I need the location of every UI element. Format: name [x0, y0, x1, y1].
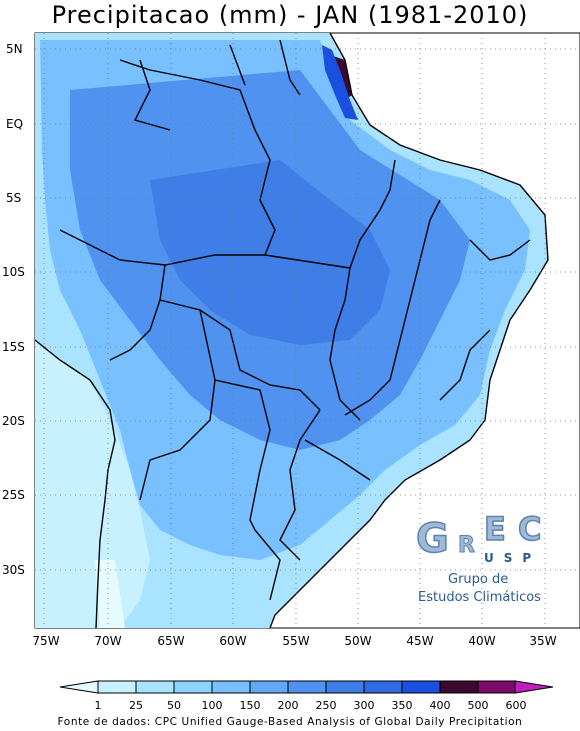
color-legend: [59, 680, 554, 694]
legend-label: 25: [129, 699, 143, 712]
legend-arrow-left: [59, 680, 99, 694]
legend-label: 100: [201, 699, 223, 712]
legend-cell: [211, 680, 251, 694]
legend-label: 500: [467, 699, 489, 712]
legend-arrow-right: [514, 680, 554, 694]
legend-cell: [135, 680, 175, 694]
legend-cell: [97, 680, 137, 694]
svg-text:R: R: [458, 533, 475, 558]
legend-cell: [439, 680, 479, 694]
lat-label: 25S: [2, 488, 25, 502]
lat-label: 5S: [6, 191, 22, 205]
legend-label: 200: [277, 699, 299, 712]
grec-logo-letters: G R E C USP: [415, 509, 542, 565]
grec-logo: G R E C USP Grupo de Estudos Climáticos: [414, 509, 564, 610]
legend-cell: [363, 680, 403, 694]
lon-label: 75W: [32, 634, 60, 648]
legend-cell: [173, 680, 213, 694]
lat-label: EQ: [6, 117, 24, 131]
lon-label: 45W: [406, 634, 434, 648]
legend-cell: [401, 680, 441, 694]
grec-line1: Grupo de: [448, 572, 509, 587]
precip-zone-very-low: [95, 560, 125, 628]
svg-text:G: G: [416, 516, 449, 562]
legend-cell: [287, 680, 327, 694]
legend-label: 250: [315, 699, 337, 712]
lat-label: 20S: [2, 414, 25, 428]
lat-label: 15S: [2, 340, 25, 354]
lat-label: 10S: [2, 265, 25, 279]
precip-zone-core: [150, 160, 390, 345]
legend-cell: [477, 680, 517, 694]
lon-label: 40W: [468, 634, 496, 648]
lon-label: 35W: [529, 634, 557, 648]
borders: [35, 33, 549, 628]
grid-lines: [35, 33, 580, 628]
legend-label: 1: [94, 699, 102, 712]
legend-cell: [325, 680, 365, 694]
legend-label: 400: [429, 699, 451, 712]
svg-text:USP: USP: [484, 551, 541, 565]
legend-label: 50: [167, 699, 181, 712]
map-title: Precipitacao (mm) - JAN (1981-2010): [51, 1, 529, 29]
lon-label: 55W: [282, 634, 310, 648]
precip-zone-low-south: [35, 340, 150, 628]
lon-label: 60W: [219, 634, 247, 648]
legend-label: 600: [505, 699, 527, 712]
lon-label: 50W: [344, 634, 372, 648]
lon-label: 65W: [157, 634, 185, 648]
data-source: Fonte de dados: CPC Unified Gauge-Based …: [57, 716, 523, 728]
legend-label: 350: [391, 699, 413, 712]
legend-cell: [249, 680, 289, 694]
grec-line2: Estudos Climáticos: [418, 590, 541, 605]
legend-label: 300: [353, 699, 375, 712]
legend-label: 150: [239, 699, 261, 712]
precip-high-amapa: [322, 45, 358, 120]
lat-label: 5N: [6, 42, 23, 56]
svg-text:E: E: [484, 510, 506, 548]
lat-label: 30S: [2, 563, 25, 577]
svg-text:C: C: [518, 510, 541, 548]
lon-label: 70W: [94, 634, 122, 648]
